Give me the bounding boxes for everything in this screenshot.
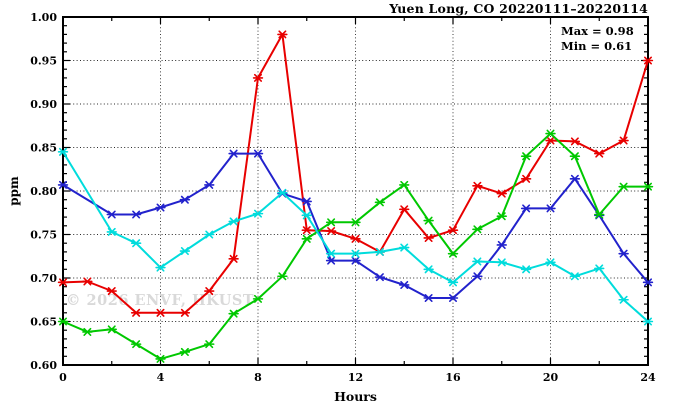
x-axis-title: Hours (334, 389, 377, 404)
watermark: © 2026 ENVF, HKUST (66, 292, 255, 309)
axis-ticks (62, 16, 649, 366)
annotation-box: Max = 0.98 Min = 0.61 (561, 24, 634, 54)
y-tick-label: 0.65 (30, 316, 57, 329)
red-markers (57, 30, 654, 317)
gridlines (63, 17, 648, 365)
y-tick-labels: 0.60 0.65 0.70 0.75 0.80 0.85 0.90 0.95 1.00 (30, 11, 57, 372)
cyan-markers (57, 147, 654, 326)
cyan-line (62, 150, 649, 323)
x-tick-label: 16 (445, 371, 461, 384)
x-tick-label: 4 (157, 371, 165, 384)
x-tick-label: 8 (254, 371, 262, 384)
y-tick-label: 0.70 (30, 272, 57, 285)
blue-markers (57, 149, 654, 303)
annotation-max: Max = 0.98 (561, 24, 634, 38)
series-red (57, 30, 654, 317)
y-tick-label: 0.75 (30, 229, 57, 242)
x-tick-labels: 0 4 8 12 16 20 24 (59, 371, 656, 384)
y-tick-label: 0.60 (30, 359, 57, 372)
y-tick-label: 0.80 (30, 185, 57, 198)
series-cyan (57, 147, 654, 326)
series-green (57, 129, 654, 363)
x-tick-label: 24 (640, 371, 656, 384)
green-markers (57, 129, 654, 363)
x-tick-label: 20 (543, 371, 559, 384)
y-tick-label: 0.95 (30, 55, 57, 68)
x-tick-label: 0 (59, 371, 67, 384)
annotation-min: Min = 0.61 (561, 39, 633, 53)
chart-title: Yuen Long, CO 20220111–20220114 (389, 1, 648, 16)
blue-line (62, 152, 649, 299)
y-tick-label: 1.00 (30, 11, 57, 24)
y-tick-label: 0.85 (30, 142, 57, 155)
x-tick-label: 12 (348, 371, 363, 384)
series-blue (57, 149, 654, 303)
y-tick-label: 0.90 (30, 98, 57, 111)
